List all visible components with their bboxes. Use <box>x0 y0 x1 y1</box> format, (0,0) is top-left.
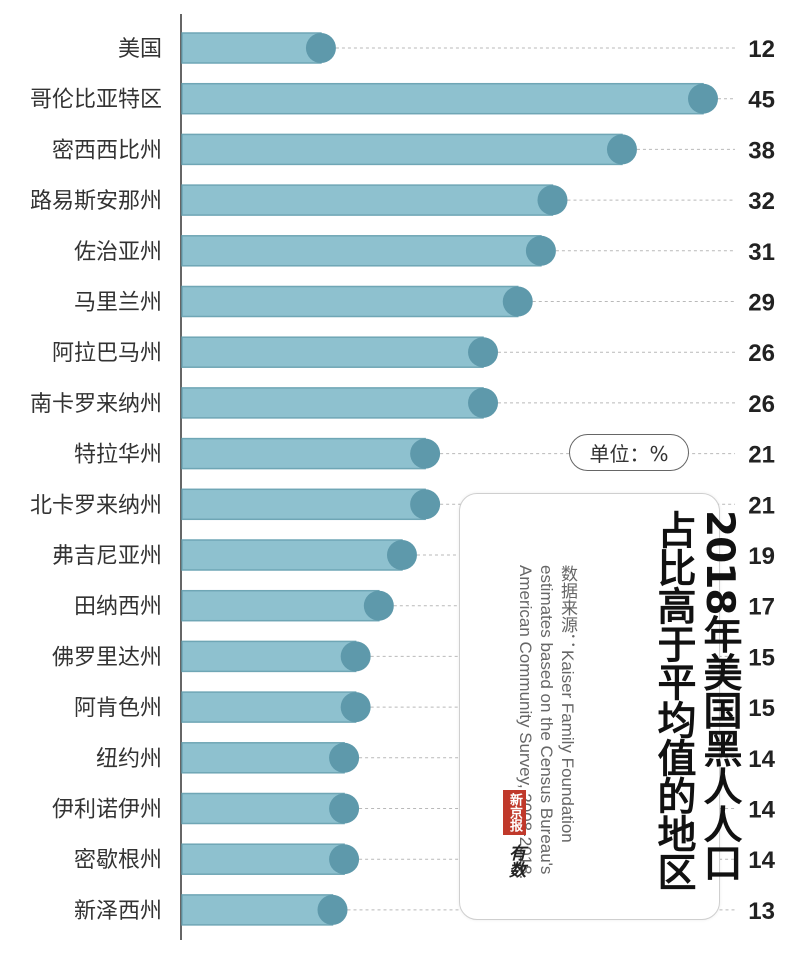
bar <box>181 742 345 774</box>
bar <box>181 235 542 267</box>
category-label: 阿拉巴马州 <box>52 341 162 366</box>
category-label: 北卡罗来纳州 <box>30 493 162 518</box>
bar-end-marker <box>468 387 499 418</box>
data-label: 26 <box>748 391 775 418</box>
logo-script: 有数 <box>505 844 525 878</box>
data-label: 14 <box>748 746 775 773</box>
bar-end-marker <box>305 33 336 63</box>
bar-end-marker <box>606 134 637 165</box>
bar-end-marker <box>340 692 371 723</box>
category-label: 佐治亚州 <box>74 240 162 265</box>
data-label: 15 <box>748 695 775 722</box>
data-label: 26 <box>748 340 775 367</box>
chart-title: 2018年美国黑人人口占比高于平均值的地区 <box>651 510 742 890</box>
category-label: 弗吉尼亚州 <box>52 544 162 569</box>
data-label: 19 <box>748 543 775 570</box>
bar <box>181 437 426 470</box>
data-label: 45 <box>748 87 775 114</box>
data-label: 32 <box>748 188 775 215</box>
data-label: 12 <box>748 36 775 63</box>
data-label: 15 <box>748 644 775 671</box>
bar-end-marker <box>410 489 441 520</box>
bar <box>181 336 484 368</box>
category-label: 特拉华州 <box>74 443 162 468</box>
category-label: 美国 <box>118 37 162 62</box>
bar <box>181 285 519 318</box>
data-label: 14 <box>748 847 775 874</box>
publisher-logo: 新京报 有数 <box>503 790 539 902</box>
category-label: 密西西比州 <box>52 138 162 163</box>
category-label: 佛罗里达州 <box>52 645 162 670</box>
bar-end-marker <box>525 235 556 266</box>
bar-end-marker <box>468 337 499 368</box>
category-label: 新泽西州 <box>74 899 162 924</box>
bar <box>181 184 554 216</box>
data-label: 17 <box>748 594 775 621</box>
bar-end-marker <box>537 185 568 216</box>
bar-end-marker <box>329 742 360 773</box>
bar-end-marker <box>363 590 394 621</box>
bar-end-marker <box>329 844 360 875</box>
bar-end-marker <box>502 286 533 317</box>
bar <box>181 843 345 875</box>
bar-end-marker <box>340 641 371 672</box>
bar <box>181 387 484 419</box>
bar <box>181 539 403 571</box>
bar <box>181 894 334 926</box>
category-label: 阿肯色州 <box>74 696 162 721</box>
bar <box>181 792 345 825</box>
bar <box>181 32 322 64</box>
bar <box>181 589 380 622</box>
bar-end-marker <box>317 894 348 925</box>
bar <box>181 691 357 723</box>
bar-end-marker <box>688 83 718 114</box>
category-label: 伊利诺伊州 <box>52 798 162 823</box>
unit-label: 单位：% <box>569 434 689 471</box>
category-label: 田纳西州 <box>74 595 162 620</box>
bar <box>181 640 357 673</box>
data-label: 29 <box>748 290 775 317</box>
data-label: 38 <box>748 137 775 164</box>
data-label: 21 <box>748 492 775 519</box>
title-card <box>459 493 720 920</box>
data-label: 14 <box>748 797 775 824</box>
bar-end-marker <box>410 438 441 469</box>
data-label: 21 <box>748 442 775 469</box>
category-label: 路易斯安那州 <box>30 189 162 214</box>
logo-label: 新京报 <box>503 790 526 835</box>
category-label: 纽约州 <box>96 747 162 772</box>
bar-end-marker <box>329 793 360 824</box>
category-label: 马里兰州 <box>74 291 162 316</box>
category-label: 南卡罗来纳州 <box>30 392 162 417</box>
data-label: 13 <box>748 898 775 925</box>
data-label: 31 <box>748 239 775 266</box>
bar <box>181 82 704 115</box>
category-label: 哥伦比亚特区 <box>30 88 162 113</box>
category-label: 密歇根州 <box>74 848 162 873</box>
bar <box>181 488 426 521</box>
bar <box>181 133 623 166</box>
bar-end-marker <box>386 540 417 570</box>
